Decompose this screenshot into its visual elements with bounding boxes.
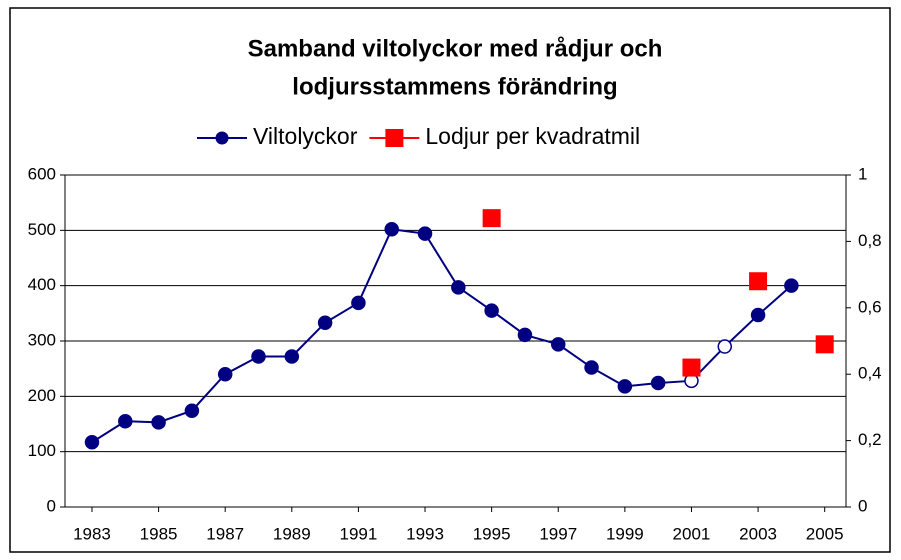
y2-tick-label: 0 (858, 496, 867, 515)
y-tick-label: 500 (28, 220, 56, 239)
data-point (184, 403, 200, 418)
y-tick-label: 0 (47, 496, 56, 515)
data-point (749, 272, 768, 291)
data-point (815, 335, 834, 354)
data-point (84, 435, 100, 450)
plot-border (64, 174, 847, 508)
data-point (451, 280, 466, 295)
series-line (91, 228, 793, 444)
data-point (482, 209, 501, 228)
x-tick-label: 1991 (340, 524, 378, 543)
x-tick-label: 1995 (473, 524, 511, 543)
y2-tick-label: 0,6 (858, 297, 882, 316)
data-point (617, 379, 633, 394)
data-point (151, 415, 166, 430)
x-tick-label: 2003 (739, 524, 777, 543)
y-tick-label: 600 (28, 164, 56, 183)
y-tick-label: 100 (28, 441, 56, 460)
y-tick-label: 300 (28, 330, 56, 349)
x-tick-label: 2001 (673, 524, 711, 543)
chart-title: Samband viltolyckor med rådjur och (248, 35, 663, 62)
chart-frame (9, 7, 891, 553)
data-point (284, 349, 300, 364)
legend-label: Lodjur per kvadratmil (425, 123, 640, 149)
data-point (650, 375, 666, 391)
data-point (750, 307, 766, 323)
legend-marker (385, 129, 404, 147)
data-point (317, 315, 333, 330)
x-tick-label: 1987 (206, 524, 244, 543)
data-point (384, 221, 399, 237)
data-point (217, 366, 233, 382)
chart-title: lodjursstammens förändring (292, 73, 617, 100)
x-tick-label: 1999 (606, 524, 644, 543)
data-point (118, 413, 133, 429)
x-tick-label: 1985 (140, 524, 178, 543)
y2-tick-label: 0,4 (858, 364, 882, 383)
data-point (682, 358, 701, 377)
x-tick-label: 1993 (406, 524, 444, 543)
legend-label: Viltolyckor (253, 123, 358, 149)
y2-tick-label: 0,2 (858, 430, 882, 449)
y2-tick-label: 1 (858, 164, 867, 183)
y-tick-label: 200 (28, 386, 56, 405)
data-point (251, 349, 266, 364)
x-tick-label: 1997 (539, 524, 577, 543)
x-tick-label: 1983 (73, 524, 111, 543)
data-point (351, 295, 366, 311)
data-point (550, 337, 566, 352)
y2-tick-label: 0,8 (858, 231, 882, 250)
y-tick-label: 400 (28, 275, 56, 294)
data-point (484, 303, 499, 318)
legend-marker (215, 131, 229, 145)
data-point (584, 360, 599, 375)
x-tick-label: 2005 (806, 524, 844, 543)
data-point (784, 278, 799, 293)
data-point (417, 226, 433, 241)
x-tick-label: 1989 (273, 524, 311, 543)
data-point (717, 339, 733, 354)
data-point (517, 327, 533, 343)
